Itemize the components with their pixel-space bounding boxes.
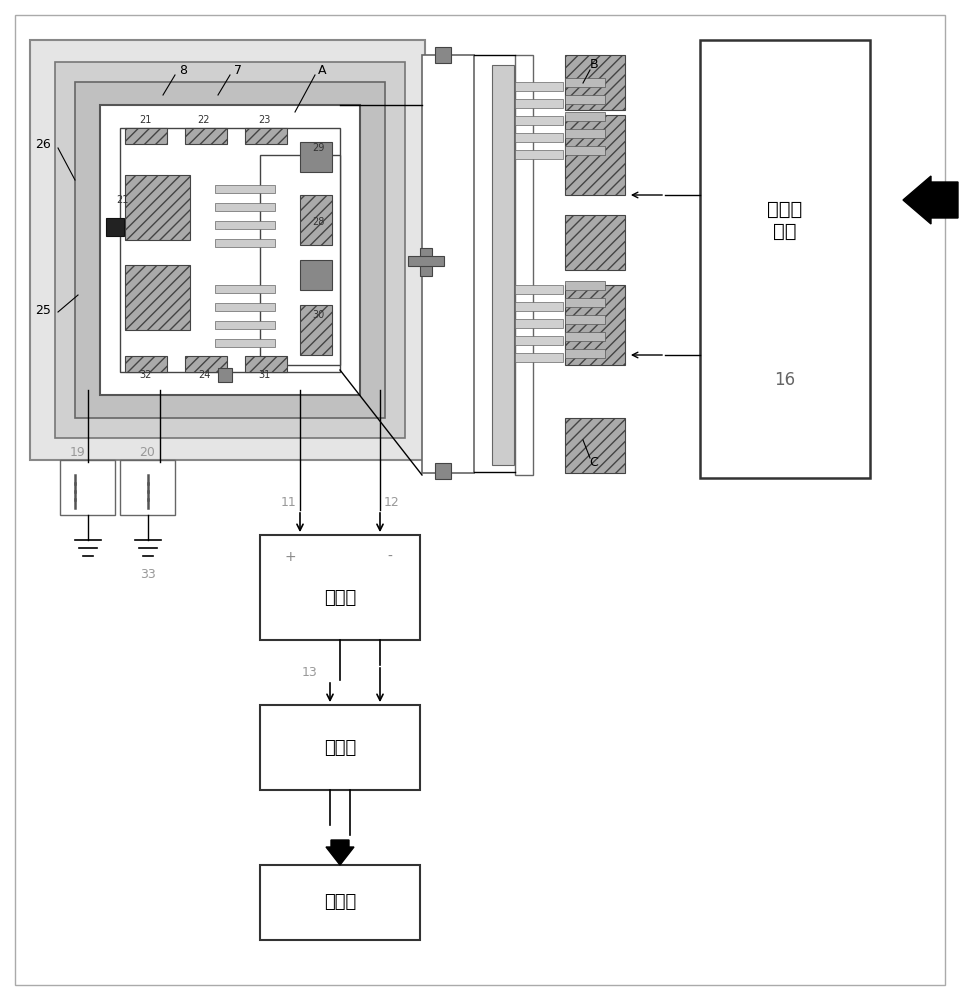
Text: 22: 22 — [198, 115, 210, 125]
Text: 12: 12 — [384, 496, 399, 510]
Bar — [106, 218, 124, 236]
Bar — [60, 460, 115, 515]
Bar — [565, 349, 605, 358]
Text: -: - — [388, 550, 393, 564]
Bar — [100, 105, 360, 395]
Text: B: B — [589, 58, 598, 72]
Text: 乘法器: 乘法器 — [324, 894, 356, 912]
Bar — [215, 239, 275, 247]
Text: +: + — [284, 550, 296, 564]
Text: 25: 25 — [35, 304, 51, 316]
FancyArrow shape — [326, 840, 354, 865]
Text: 减法器: 减法器 — [324, 588, 356, 606]
Bar — [215, 203, 275, 211]
Bar — [565, 315, 605, 324]
Bar — [120, 128, 340, 372]
Bar — [408, 256, 444, 266]
Text: 29: 29 — [312, 143, 324, 153]
Text: A: A — [318, 64, 326, 77]
Bar — [215, 303, 275, 311]
Bar — [120, 460, 175, 515]
Bar — [215, 285, 275, 293]
Bar — [185, 128, 227, 144]
Bar — [565, 281, 605, 290]
Bar — [260, 865, 420, 940]
Bar — [492, 65, 514, 465]
Bar — [515, 150, 563, 159]
Bar — [565, 298, 605, 307]
Bar — [185, 356, 227, 372]
Bar — [300, 195, 332, 245]
Bar — [218, 368, 232, 382]
Text: 加法器: 加法器 — [324, 738, 356, 756]
Bar — [565, 215, 625, 270]
Bar — [75, 82, 385, 418]
Text: C: C — [589, 456, 598, 470]
Bar — [300, 260, 332, 290]
Text: 功率分
配器: 功率分 配器 — [767, 200, 803, 240]
Bar — [125, 175, 190, 240]
Bar — [565, 112, 605, 121]
Bar — [260, 535, 420, 640]
Bar — [125, 356, 167, 372]
Bar — [515, 55, 533, 475]
Text: 20: 20 — [139, 446, 155, 460]
Bar — [215, 221, 275, 229]
Text: 24: 24 — [198, 370, 210, 380]
Text: 11: 11 — [280, 496, 296, 510]
FancyArrow shape — [903, 176, 958, 224]
Bar — [700, 40, 870, 478]
Bar — [565, 129, 605, 138]
Bar — [215, 321, 275, 329]
Bar — [260, 155, 340, 365]
Bar — [515, 285, 563, 294]
Bar — [515, 99, 563, 108]
Bar — [515, 319, 563, 328]
Text: 7: 7 — [234, 64, 242, 77]
Bar — [515, 302, 563, 311]
Bar — [565, 95, 605, 104]
Bar — [30, 40, 425, 460]
Bar — [245, 128, 287, 144]
Text: 26: 26 — [35, 138, 51, 151]
Bar — [215, 339, 275, 347]
Bar — [245, 356, 287, 372]
Bar — [260, 705, 420, 790]
Bar — [300, 305, 332, 355]
Bar — [515, 133, 563, 142]
Bar — [435, 463, 451, 479]
Text: 13: 13 — [302, 666, 318, 680]
Text: 32: 32 — [139, 370, 151, 380]
Text: 31: 31 — [258, 370, 270, 380]
Bar — [565, 115, 625, 195]
Text: 21: 21 — [116, 195, 129, 205]
Bar — [420, 248, 432, 276]
Bar — [300, 142, 332, 172]
Text: 21: 21 — [139, 115, 151, 125]
Bar — [565, 55, 625, 110]
Bar — [565, 332, 605, 341]
Text: 8: 8 — [179, 64, 187, 77]
Bar — [125, 265, 190, 330]
Text: 28: 28 — [312, 217, 324, 227]
Bar — [422, 55, 474, 473]
Bar — [435, 47, 451, 63]
Text: 30: 30 — [312, 310, 324, 320]
Bar — [515, 82, 563, 91]
Bar — [565, 285, 625, 365]
Bar — [125, 128, 167, 144]
Text: 33: 33 — [140, 568, 156, 582]
Text: 16: 16 — [775, 371, 796, 389]
Bar — [565, 146, 605, 155]
Bar — [515, 336, 563, 345]
Text: 19: 19 — [70, 446, 85, 460]
Bar — [515, 353, 563, 362]
Text: 23: 23 — [258, 115, 270, 125]
Bar — [515, 116, 563, 125]
Bar — [55, 62, 405, 438]
Bar — [565, 418, 625, 473]
Bar — [565, 78, 605, 87]
Bar — [215, 185, 275, 193]
